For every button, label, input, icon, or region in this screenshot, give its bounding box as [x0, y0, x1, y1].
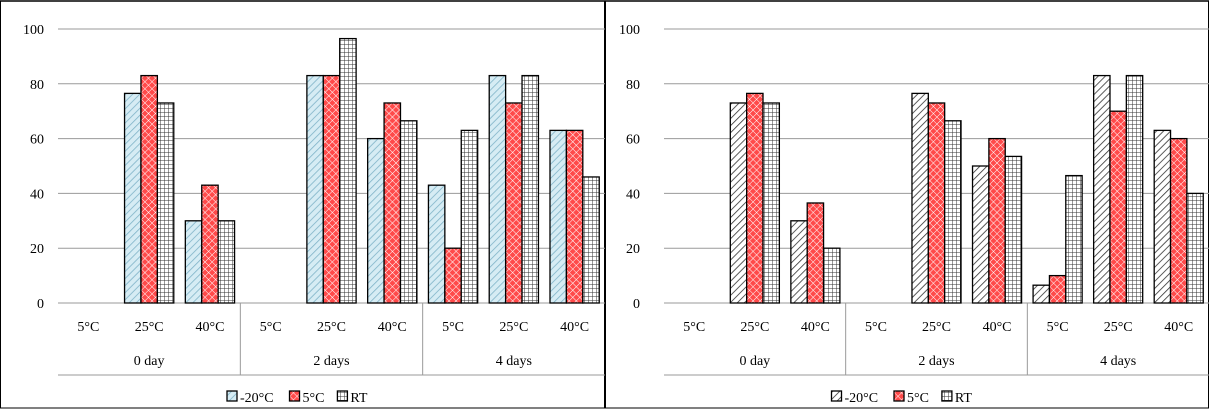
bar-3-3 — [822, 247, 841, 304]
legend-label: 5°C — [303, 391, 325, 406]
legend-label: -20°C — [845, 391, 879, 406]
legend: -20°C 5°C RT — [830, 390, 972, 406]
x-category-label: 40°C — [983, 320, 1012, 335]
bar-2-7 — [444, 247, 462, 304]
chart-panel-1: 0 20 40 60 80 100 5°C 25°C 40°C 0 day 5°C 25°C 40°C 2… — [23, 23, 605, 406]
x-category-label: 40°C — [560, 320, 589, 335]
legend-swatch — [830, 390, 843, 402]
legend-label: -20°C — [240, 391, 274, 406]
bar-3-8 — [521, 74, 540, 304]
bar-1-8 — [488, 74, 507, 304]
legend-swatch — [226, 390, 238, 402]
bar-1-5 — [306, 74, 324, 304]
x-category-label: 25°C — [922, 320, 951, 335]
y-tick-label: 100 — [23, 23, 44, 38]
y-tick-label: 80 — [626, 78, 640, 93]
x-group-label: 4 days — [496, 354, 532, 369]
legend: -20°C 5°C RT — [226, 390, 368, 406]
x-category-label: 5°C — [77, 320, 99, 335]
bar-3-7 — [460, 129, 479, 304]
x-category-label: 5°C — [865, 320, 887, 335]
y-tick-label: 20 — [30, 242, 44, 257]
x-category-label: 5°C — [683, 320, 705, 335]
x-category-label: 40°C — [801, 320, 830, 335]
bar-3-2 — [156, 102, 175, 304]
x-group-label: 0 day — [739, 354, 770, 369]
bar-1-7 — [427, 184, 446, 304]
bar-3-3 — [217, 220, 236, 304]
bar-2-6 — [383, 102, 402, 304]
legend-swatch — [941, 390, 953, 402]
bar-3-9 — [582, 176, 600, 304]
bar-1-7 — [1032, 284, 1051, 304]
bar-2-5 — [322, 74, 341, 304]
legend-swatch — [288, 390, 301, 402]
bar-3-6 — [1004, 155, 1023, 304]
bar-2-2 — [746, 92, 764, 304]
bar-1-2 — [729, 102, 748, 304]
y-tick-label: 60 — [626, 133, 640, 148]
x-category-label: 25°C — [317, 320, 346, 335]
legend-label: RT — [955, 391, 972, 406]
y-tick-label: 40 — [626, 187, 640, 202]
bar-2-8 — [1109, 110, 1127, 304]
bar-3-6 — [399, 120, 418, 304]
x-category-label: 40°C — [195, 320, 224, 335]
y-tick-label: 0 — [37, 297, 44, 312]
y-tick-label: 40 — [30, 187, 44, 202]
x-category-label: 25°C — [135, 320, 164, 335]
x-category-label: 5°C — [442, 320, 464, 335]
y-tick-label: 20 — [626, 242, 640, 257]
legend-swatch — [336, 390, 349, 402]
chart-panel-2: 0 20 40 60 80 100 5°C 25°C 40°C 0 day 5°C 25°C 40°C 2… — [619, 23, 1209, 406]
bar-2-6 — [988, 137, 1006, 304]
bar-2-5 — [927, 102, 946, 304]
x-category-label: 25°C — [740, 320, 769, 335]
y-tick-label: 80 — [30, 78, 44, 93]
bar-2-2 — [140, 74, 159, 304]
bar-1-3 — [790, 220, 808, 304]
bar-1-5 — [911, 92, 929, 304]
y-tick-label: 0 — [633, 297, 640, 312]
legend-swatch — [893, 390, 905, 402]
bar-2-7 — [1048, 274, 1067, 304]
bar-2-3 — [806, 202, 825, 304]
bar-1-6 — [971, 165, 990, 304]
bar-1-6 — [367, 137, 385, 304]
legend-label: 5°C — [907, 391, 929, 406]
bar-3-8 — [1125, 74, 1144, 304]
bar-1-3 — [184, 220, 203, 304]
x-category-label: 25°C — [499, 320, 528, 335]
y-tick-label: 60 — [30, 133, 44, 148]
bar-3-5 — [944, 120, 962, 304]
bar-3-5 — [339, 37, 357, 304]
bar-1-2 — [123, 92, 142, 304]
bar-1-8 — [1092, 74, 1111, 304]
x-category-label: 5°C — [260, 320, 282, 335]
y-tick-label: 100 — [619, 23, 640, 38]
bar-1-9 — [549, 129, 568, 304]
bar-3-7 — [1065, 174, 1083, 304]
x-category-label: 40°C — [1164, 320, 1193, 335]
bar-2-9 — [1169, 137, 1188, 304]
x-group-label: 0 day — [134, 354, 165, 369]
panel-frame-1 — [0, 0, 605, 409]
bar-2-3 — [201, 184, 219, 304]
bar-1-9 — [1153, 129, 1172, 304]
x-group-label: 2 days — [313, 354, 349, 369]
x-group-label: 4 days — [1100, 354, 1136, 369]
bar-3-2 — [762, 102, 781, 304]
x-category-label: 5°C — [1047, 320, 1069, 335]
x-category-label: 40°C — [378, 320, 407, 335]
bar-2-9 — [565, 129, 584, 304]
x-group-label: 2 days — [918, 354, 954, 369]
bar-3-9 — [1186, 192, 1204, 304]
legend-label: RT — [350, 391, 367, 406]
x-category-label: 25°C — [1104, 320, 1133, 335]
bar-2-8 — [504, 102, 523, 304]
